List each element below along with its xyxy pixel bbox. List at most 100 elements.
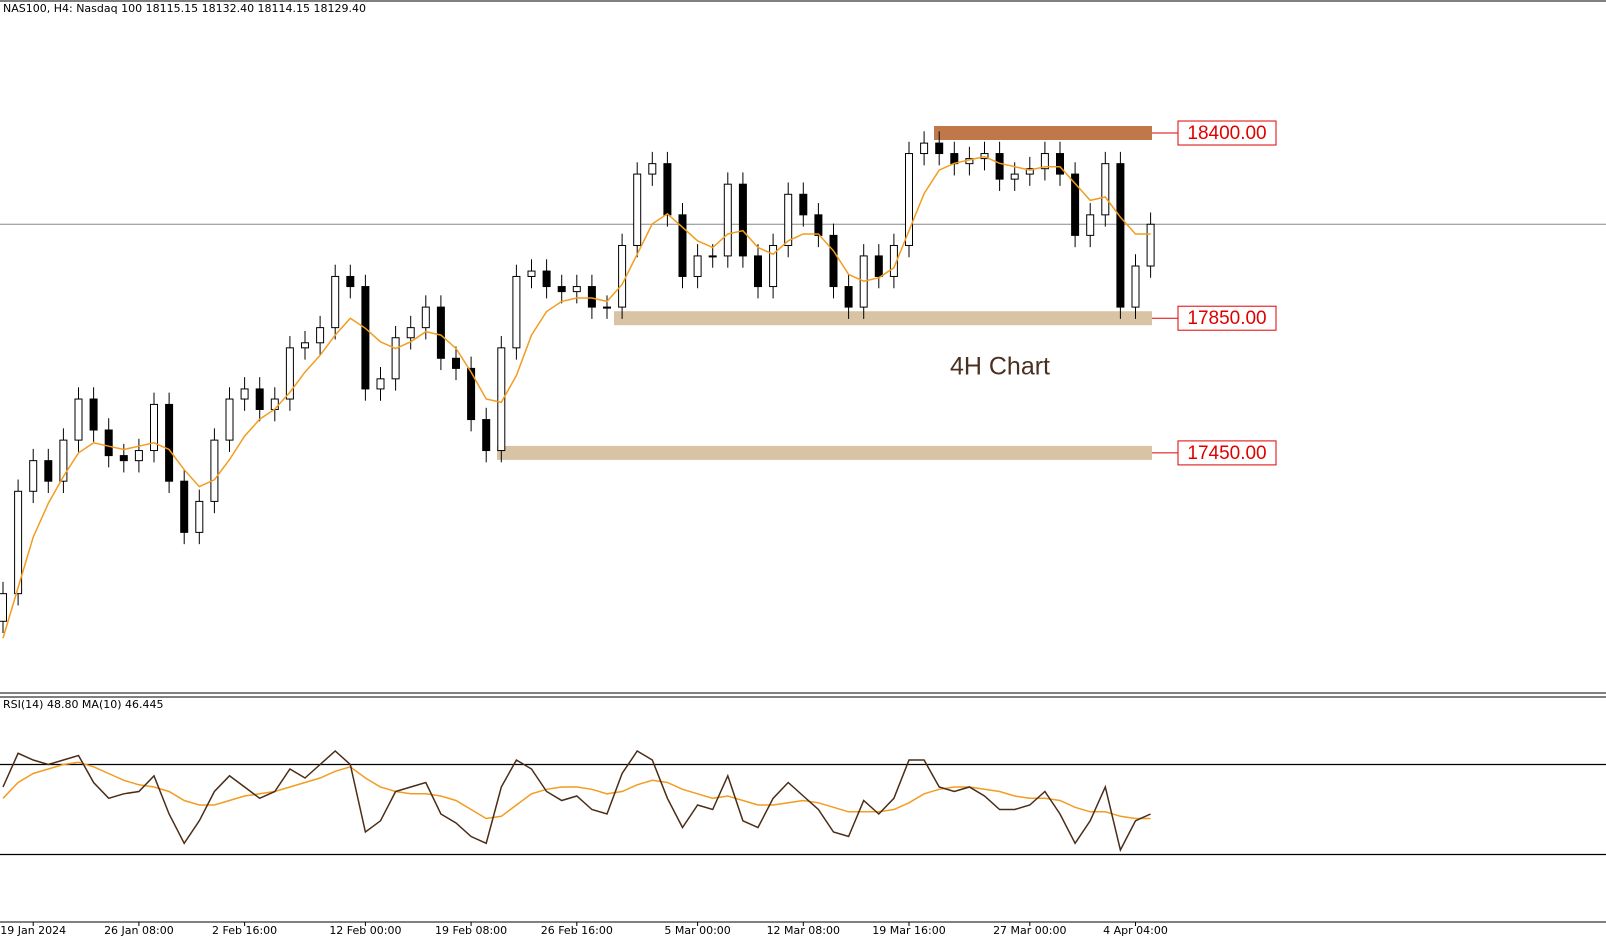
candle-body <box>134 450 143 462</box>
candle-body <box>618 244 627 308</box>
level-label-box <box>1177 440 1277 466</box>
x-tick-label: 4 Apr 04:00 <box>1103 924 1168 937</box>
candle-body <box>391 337 400 380</box>
candle-body <box>482 419 491 452</box>
candle-body <box>376 378 385 390</box>
candle-body <box>1101 163 1110 216</box>
candle-body <box>935 142 944 155</box>
candle-body <box>799 193 808 216</box>
x-tick-label: 19 Feb 08:00 <box>435 924 507 937</box>
candle-body <box>316 327 325 344</box>
rsi-title: RSI(14) 48.80 MA(10) 46.445 <box>3 698 164 711</box>
candle-body <box>497 347 506 452</box>
candle-body <box>557 286 566 293</box>
candle-body <box>421 306 430 329</box>
x-tick-label: 27 Mar 00:00 <box>993 924 1066 937</box>
moving-average <box>2 155 1151 639</box>
candle-body <box>89 398 98 431</box>
candle-body <box>1071 173 1080 236</box>
chart-title: NAS100, H4: Nasdaq 100 18115.15 18132.40… <box>3 2 366 15</box>
candle-body <box>1086 214 1095 236</box>
candle-body <box>104 429 113 457</box>
level-label-box <box>1177 120 1277 146</box>
candle-body <box>542 270 551 288</box>
candle-body <box>74 398 83 441</box>
candle-body <box>195 500 204 533</box>
x-tick-label: 19 Jan 2024 <box>0 924 66 937</box>
x-tick-label: 12 Mar 08:00 <box>767 924 840 937</box>
candle-body <box>1146 223 1155 267</box>
candle-body <box>844 286 853 308</box>
candle-body <box>663 163 672 216</box>
x-tick-label: 26 Jan 08:00 <box>104 924 174 937</box>
candle-body <box>0 593 7 622</box>
candle-body <box>301 342 309 349</box>
candle-body <box>225 398 234 441</box>
candle-body <box>180 480 189 533</box>
candle-body <box>1010 173 1019 180</box>
candle-body <box>769 244 778 288</box>
candle-body <box>1025 168 1034 175</box>
x-tick-label: 2 Feb 16:00 <box>212 924 277 937</box>
level-zone <box>497 445 1152 460</box>
candle-body <box>270 398 279 410</box>
candle-body <box>738 183 747 257</box>
candle-body <box>1131 265 1140 308</box>
candle-body <box>59 439 68 482</box>
candle-body <box>331 275 340 329</box>
candle-body <box>708 255 717 258</box>
candle-body <box>467 367 476 421</box>
candle-body <box>1040 153 1049 170</box>
candle-body <box>165 403 174 482</box>
level-zone <box>614 311 1152 326</box>
candle-body <box>829 234 838 288</box>
candle-body <box>436 306 445 359</box>
rsi-line <box>2 749 1151 853</box>
candle-body <box>874 255 883 277</box>
x-tick-label: 12 Feb 00:00 <box>329 924 401 937</box>
candle-body <box>240 388 249 400</box>
candle-body <box>603 306 611 309</box>
candle-body <box>1116 163 1125 308</box>
candle-body <box>648 163 657 175</box>
candle-body <box>723 183 732 257</box>
candle-body <box>210 439 219 502</box>
candle-body <box>995 153 1004 180</box>
candle-body <box>119 455 128 462</box>
candle-body <box>14 490 23 595</box>
candle-body <box>784 193 793 246</box>
candle-body <box>572 286 581 293</box>
level-zone <box>934 126 1152 141</box>
candle-body <box>44 460 53 482</box>
x-tick-label: 26 Feb 16:00 <box>541 924 613 937</box>
level-label: 18400.00 <box>1187 123 1266 144</box>
rsi-ma-line <box>2 761 1151 820</box>
level-label-box <box>1177 305 1277 331</box>
candle-body <box>452 357 460 369</box>
candle-body <box>255 388 264 410</box>
candle-body <box>920 142 929 155</box>
candle-body <box>150 403 158 452</box>
candle-body <box>754 255 762 288</box>
candle-body <box>346 275 355 288</box>
candle-body <box>1056 153 1064 175</box>
candle-body <box>633 173 642 246</box>
annotation: 4H Chart <box>950 353 1050 381</box>
level-label: 17850.00 <box>1187 308 1266 329</box>
candle-body <box>587 286 596 308</box>
candle-body <box>693 255 702 277</box>
candle-body <box>527 270 536 277</box>
level-label: 17450.00 <box>1187 443 1266 464</box>
candle-body <box>285 347 294 400</box>
candle-body <box>29 460 38 492</box>
candle-body <box>512 275 521 349</box>
candle-body <box>814 214 823 236</box>
candle-body <box>905 153 913 246</box>
candle-body <box>361 286 370 390</box>
candle-body <box>678 214 687 277</box>
x-tick-label: 5 Mar 00:00 <box>664 924 730 937</box>
candle-body <box>406 327 415 339</box>
x-tick-label: 19 Mar 16:00 <box>872 924 945 937</box>
